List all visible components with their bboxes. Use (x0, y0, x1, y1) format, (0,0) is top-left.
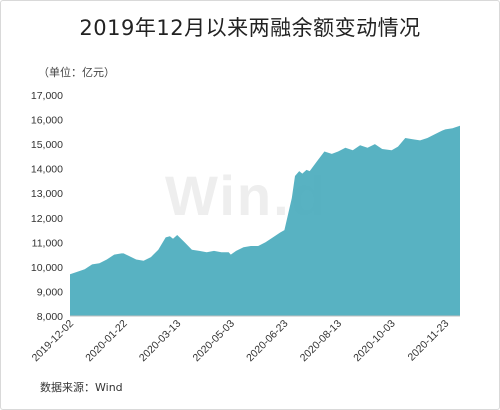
y-tick-label: 10,000 (31, 262, 63, 274)
area-series (70, 125, 460, 316)
x-tick-label: 2020-11-23 (405, 318, 451, 364)
y-tick-label: 8,000 (37, 311, 63, 323)
chart-title: 2019年12月以来两融余额变动情况 (79, 16, 421, 40)
y-tick-label: 11,000 (32, 237, 63, 249)
y-tick-label: 9,000 (37, 286, 63, 298)
x-tick-label: 2020-08-13 (298, 318, 345, 365)
x-tick-label: 2020-03-13 (137, 318, 184, 365)
source-note: 数据来源：Wind (40, 381, 123, 394)
y-tick-label: 14,000 (31, 164, 63, 176)
y-tick-label: 12,000 (31, 213, 63, 225)
y-tick-label: 15,000 (31, 139, 63, 151)
x-tick-label: 2020-05-03 (190, 318, 237, 365)
y-tick-label: 16,000 (31, 115, 63, 127)
unit-label: （单位：亿元） (38, 66, 115, 79)
x-tick-label: 2019-12-02 (30, 318, 77, 365)
y-tick-label: 17,000 (31, 90, 63, 102)
x-tick-label: 2020-06-23 (244, 318, 291, 365)
x-tick-label: 2020-10-03 (351, 318, 398, 365)
y-tick-label: 13,000 (31, 188, 63, 200)
x-tick-label: 2020-01-22 (83, 318, 130, 365)
